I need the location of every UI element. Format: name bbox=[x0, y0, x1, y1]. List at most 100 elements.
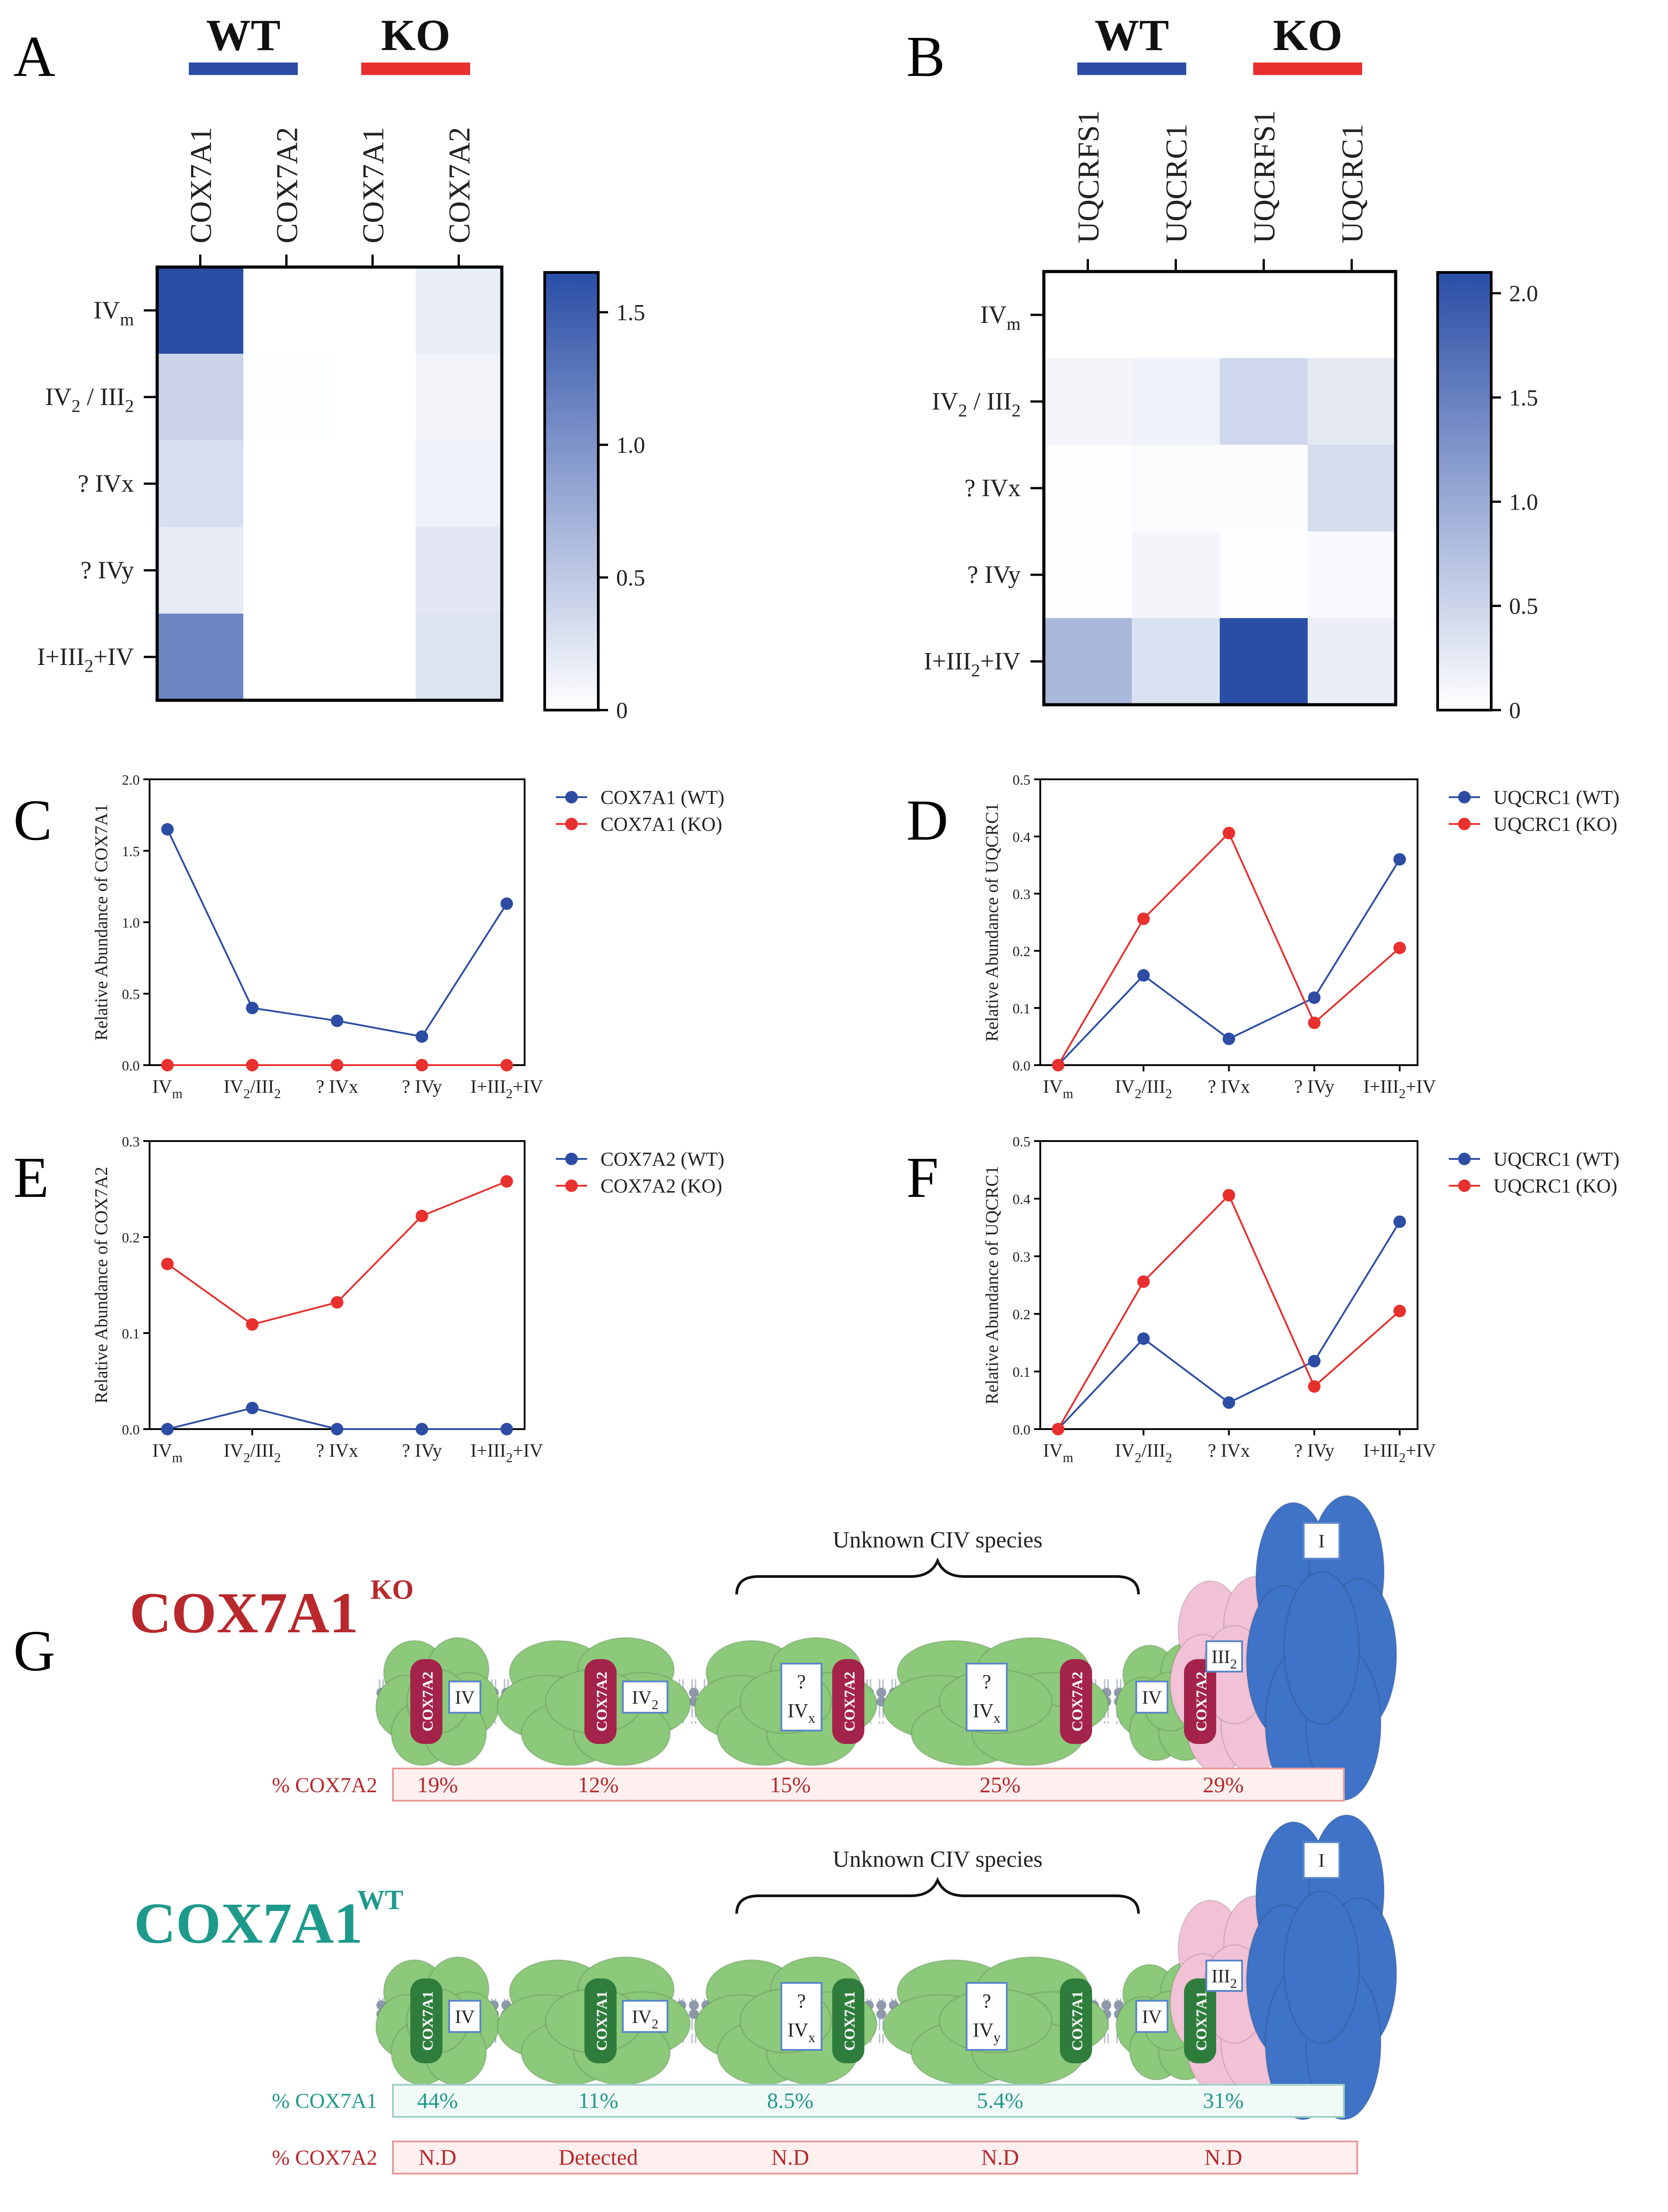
y-tick-label: 1.5 bbox=[122, 843, 140, 859]
x-tick-label-part: ? IVx bbox=[316, 1077, 358, 1097]
ko-percent-label: % COX7A2 bbox=[272, 1773, 377, 1797]
complex-i-blob-lobe bbox=[1283, 1890, 1360, 2044]
y-tick-label: 0.1 bbox=[1013, 1364, 1030, 1380]
panel-letter-e: E bbox=[13, 1146, 49, 1210]
data-point bbox=[1052, 1059, 1064, 1071]
panel-letter-g: G bbox=[13, 1619, 55, 1683]
y-tick-label: 0.5 bbox=[1013, 1133, 1030, 1150]
complex-label-part: 2 bbox=[652, 2016, 659, 2032]
y-tick-label: 0.0 bbox=[122, 1058, 140, 1074]
column-label: UQCRC1 bbox=[1335, 124, 1369, 243]
row-label-part: / III bbox=[967, 388, 1012, 415]
complex-label-box bbox=[966, 1982, 1008, 2051]
data-point bbox=[1222, 1189, 1235, 1202]
heatmap-cell bbox=[1132, 618, 1220, 705]
complex-label-part: IV bbox=[788, 2019, 809, 2041]
x-tick-label-part: IV bbox=[224, 1077, 243, 1097]
series-line bbox=[1057, 831, 1401, 1066]
line-chart-d: 0.0 0.1 0.2 0.3 0.4 0.5 Relative Abundance of … bbox=[982, 772, 1619, 1101]
row-label-part: IV bbox=[94, 297, 120, 324]
heatmap-cell bbox=[157, 614, 244, 701]
legend-label: COX7A1 (WT) bbox=[600, 786, 724, 808]
y-tick-label: 0.0 bbox=[122, 1422, 140, 1438]
y-tick-label: 0.2 bbox=[1013, 1306, 1030, 1322]
heatmap-cell bbox=[243, 440, 330, 527]
row-label: ? IVx bbox=[964, 474, 1021, 502]
x-tick-label-part: +IV bbox=[1405, 1441, 1436, 1461]
colorbar-tick-label: 2.0 bbox=[1509, 281, 1538, 307]
complex-label-part: IV bbox=[632, 1688, 651, 1708]
row-label-part: IV bbox=[932, 388, 958, 415]
x-tick-label: ? IVx bbox=[1208, 1077, 1250, 1097]
y-tick-label: 0.2 bbox=[1013, 943, 1030, 959]
complex-label-box bbox=[1135, 2000, 1168, 2033]
heatmap-cell bbox=[1220, 445, 1308, 532]
column-label: UQCRFS1 bbox=[1247, 110, 1281, 243]
y-tick-label: 0.3 bbox=[1013, 886, 1030, 902]
column-label: UQCRFS1 bbox=[1072, 110, 1105, 243]
complex-label-part: IV bbox=[973, 1700, 994, 1722]
x-tick-label-part: IV bbox=[1043, 1441, 1063, 1461]
group-label-1: KO bbox=[1273, 10, 1343, 60]
x-tick-label: IV2/III2 bbox=[224, 1077, 281, 1101]
colorbar-tick-label: 0 bbox=[1509, 698, 1521, 723]
complex-label-part: IV bbox=[788, 1700, 809, 1722]
data-point bbox=[161, 1423, 174, 1435]
wt-cox7a2-value: N.D bbox=[1205, 2145, 1243, 2170]
colorbar-tick-label: 1.0 bbox=[616, 433, 645, 458]
complex-label-box bbox=[780, 1663, 822, 1731]
legend-marker bbox=[1458, 791, 1471, 803]
row-label-part: 2 bbox=[71, 396, 80, 416]
complex-label-box bbox=[1303, 1841, 1340, 1879]
column-label: COX7A1 bbox=[356, 127, 390, 243]
brace bbox=[735, 1557, 1140, 1595]
colorbar-tick-label: 0.5 bbox=[1509, 594, 1538, 619]
data-point bbox=[416, 1209, 428, 1222]
row-label-part: 2 bbox=[125, 396, 134, 416]
group-bar-1 bbox=[1253, 63, 1362, 75]
row-label: ? IVy bbox=[80, 556, 134, 584]
data-point bbox=[331, 1059, 343, 1071]
x-tick-label-part: I+III bbox=[1364, 1077, 1399, 1097]
complex-label-box bbox=[780, 1982, 822, 2051]
data-point bbox=[1308, 991, 1321, 1004]
x-tick-label: ? IVx bbox=[316, 1441, 358, 1461]
row-label-part: IV bbox=[980, 301, 1007, 329]
x-tick-label-part: 2 bbox=[1165, 1450, 1172, 1465]
complex-label-part: y bbox=[993, 2029, 1001, 2045]
row-label: ? IVx bbox=[78, 470, 134, 498]
data-point bbox=[1308, 1016, 1321, 1029]
complex-label-box bbox=[1205, 1960, 1243, 1992]
complex-label-part: I bbox=[1318, 1531, 1325, 1552]
heatmap-cell bbox=[1132, 272, 1220, 359]
subunit-label: COX7A1 bbox=[594, 1991, 610, 2051]
y-tick-label: 0.3 bbox=[1013, 1249, 1030, 1265]
complex-label-q: ? bbox=[982, 1990, 991, 2012]
legend-marker bbox=[1458, 1153, 1471, 1165]
x-tick-label-part: I+III bbox=[1364, 1441, 1399, 1461]
heatmap-cell bbox=[1308, 445, 1396, 532]
heatmap-cell bbox=[1044, 445, 1132, 532]
wt-cox7a2-box bbox=[392, 2141, 1358, 2174]
x-tick-label: IV2/III2 bbox=[224, 1441, 281, 1465]
x-tick-label-part: 2 bbox=[274, 1086, 281, 1101]
x-tick-label-part: 2 bbox=[1134, 1450, 1141, 1465]
x-tick-label-part: /III bbox=[1142, 1077, 1166, 1097]
row-label-part: 2 bbox=[1012, 401, 1021, 421]
complex-label-box bbox=[1135, 1681, 1168, 1714]
x-tick-label-part: IV bbox=[1115, 1441, 1134, 1461]
heatmap-cell bbox=[329, 614, 416, 701]
x-tick-label: ? IVx bbox=[316, 1077, 358, 1097]
complex-label-box bbox=[1303, 1522, 1340, 1560]
x-tick-label-part: ? IVx bbox=[316, 1441, 358, 1461]
x-tick-label-part: m bbox=[172, 1450, 183, 1465]
complex-label: IV bbox=[1142, 1688, 1162, 1708]
wt-percent-value: 5.4% bbox=[977, 2088, 1023, 2113]
x-tick-label-part: 2 bbox=[243, 1086, 250, 1101]
complex-label-part: IV bbox=[455, 2007, 475, 2028]
column-label: COX7A2 bbox=[270, 127, 304, 243]
complex-label-part: III bbox=[1211, 1966, 1230, 1987]
x-tick-label-part: 2 bbox=[274, 1450, 281, 1465]
